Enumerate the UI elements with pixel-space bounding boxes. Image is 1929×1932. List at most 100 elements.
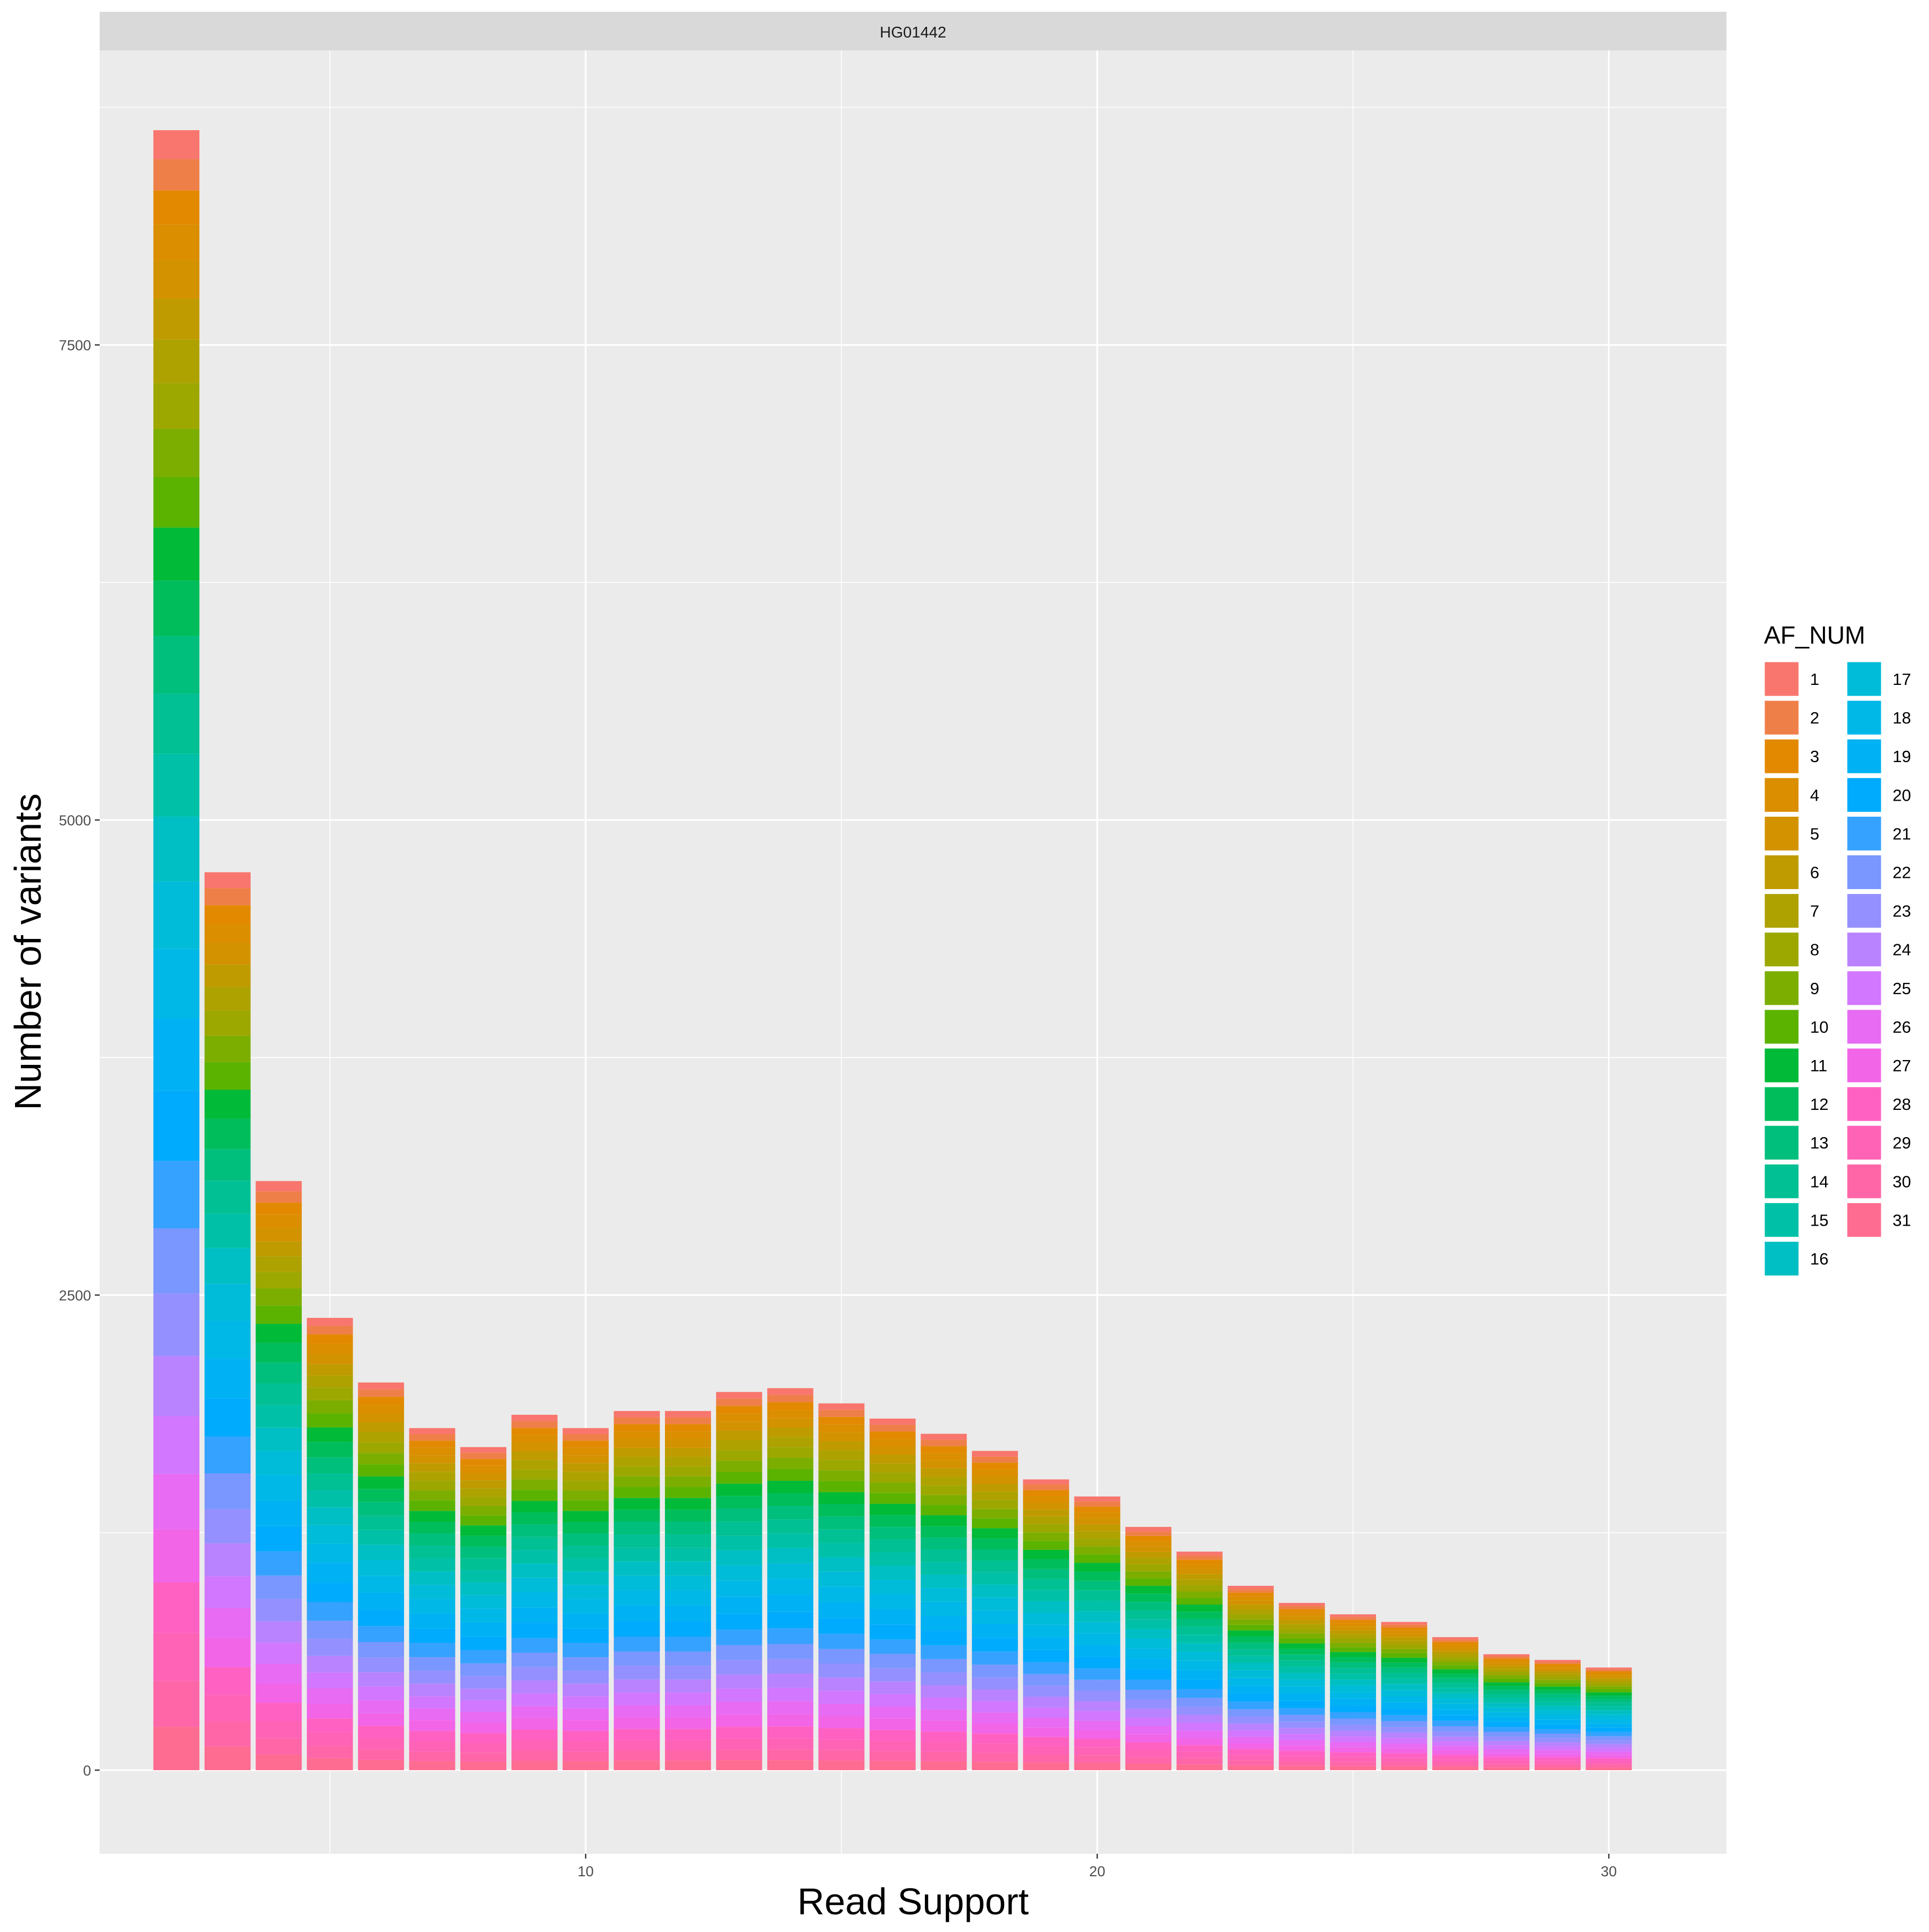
bar-segment-27-17	[1432, 1698, 1478, 1704]
bar-segment-28-18	[1483, 1712, 1530, 1717]
legend-item-25: 25	[1845, 969, 1911, 1007]
bar-segment-21-1	[1125, 1527, 1172, 1532]
bar-segment-2-7	[153, 339, 200, 383]
bar-segment-17-31	[921, 1761, 967, 1770]
bar-segment-25-31	[1330, 1766, 1377, 1770]
bar-segment-17-13	[921, 1537, 967, 1550]
bar-segment-11-12	[614, 1509, 660, 1522]
bar-segment-12-29	[664, 1740, 711, 1751]
bar-segment-14-24	[767, 1673, 813, 1688]
bar-segment-26-22	[1381, 1721, 1427, 1727]
bar-segment-24-1	[1278, 1602, 1325, 1606]
bar-segment-20-31	[1074, 1763, 1120, 1770]
bar-segment-22-19	[1176, 1670, 1223, 1680]
bar-segment-27-31	[1432, 1766, 1478, 1770]
bar-segment-27-25	[1432, 1741, 1478, 1747]
bar-segment-27-22	[1432, 1726, 1478, 1732]
bar-segment-30-22	[1586, 1736, 1632, 1741]
bar-segment-10-22	[563, 1657, 609, 1671]
bar-segment-14-6	[767, 1427, 813, 1437]
bar-segment-2-18	[153, 949, 200, 1019]
bar-segment-11-26	[614, 1705, 660, 1718]
bar-segment-8-26	[460, 1712, 506, 1723]
bar-stack-6	[358, 1382, 405, 1770]
legend-label: 1	[1810, 670, 1819, 689]
bar-segment-25-18	[1330, 1692, 1377, 1699]
legend-label: 31	[1893, 1211, 1911, 1229]
bar-segment-30-13	[1586, 1699, 1632, 1703]
bar-segment-11-8	[614, 1466, 660, 1476]
bar-segment-15-18	[818, 1586, 865, 1602]
bar-segment-9-9	[511, 1479, 558, 1490]
bar-segment-13-20	[716, 1613, 762, 1630]
bar-segment-30-25	[1586, 1748, 1632, 1752]
bar-segment-18-31	[971, 1762, 1018, 1770]
bar-segment-6-29	[358, 1737, 405, 1749]
bar-segment-15-15	[818, 1542, 865, 1557]
bar-segment-28-3	[1483, 1658, 1530, 1661]
bar-segment-22-26	[1176, 1730, 1223, 1739]
bar-segment-30-18	[1586, 1719, 1632, 1724]
bar-segment-11-2	[614, 1417, 660, 1424]
bar-segment-27-18	[1432, 1703, 1478, 1710]
bars	[153, 130, 1632, 1770]
bar-segment-9-22	[511, 1652, 558, 1667]
bar-segment-25-22	[1330, 1718, 1377, 1725]
legend-key	[1845, 660, 1883, 698]
bar-segment-8-19	[460, 1622, 506, 1637]
bar-segment-23-13	[1228, 1643, 1274, 1650]
bar-segment-15-10	[818, 1481, 865, 1493]
bar-segment-10-21	[563, 1643, 609, 1658]
bar-segment-10-31	[563, 1761, 609, 1770]
bar-segment-6-14	[358, 1516, 405, 1530]
bar-segment-8-4	[460, 1465, 506, 1473]
bar-segment-10-25	[563, 1696, 609, 1709]
bar-segment-29-31	[1534, 1767, 1581, 1770]
bar-segment-25-2	[1330, 1617, 1377, 1620]
bar-segment-22-5	[1176, 1569, 1223, 1575]
bar-segment-19-23	[1023, 1685, 1070, 1697]
bar-segment-25-4	[1330, 1623, 1377, 1627]
bar-segment-29-23	[1534, 1738, 1581, 1743]
bar-segment-16-4	[869, 1438, 916, 1447]
bar-segment-10-6	[563, 1463, 609, 1472]
bar-segment-13-26	[716, 1702, 762, 1715]
bar-segment-7-13	[409, 1533, 455, 1546]
bar-segment-29-4	[1534, 1666, 1581, 1669]
bar-segment-9-23	[511, 1667, 558, 1681]
bar-stack-24	[1278, 1602, 1325, 1770]
bar-segment-12-16	[664, 1561, 711, 1576]
bar-segment-21-11	[1125, 1586, 1172, 1594]
bar-segment-15-3	[818, 1416, 865, 1424]
bar-segment-4-27	[256, 1683, 302, 1703]
bar-segment-19-31	[1023, 1762, 1070, 1770]
bar-segment-14-29	[767, 1738, 813, 1750]
bar-segment-13-29	[716, 1738, 762, 1750]
bar-segment-22-13	[1176, 1618, 1223, 1627]
bar-segment-13-18	[716, 1580, 762, 1597]
bar-segment-28-11	[1483, 1682, 1530, 1687]
bar-segment-15-21	[818, 1633, 865, 1649]
bar-segment-6-2	[358, 1389, 405, 1397]
bar-segment-16-5	[869, 1446, 916, 1455]
bar-segment-13-14	[716, 1521, 762, 1536]
bar-segment-20-19	[1074, 1645, 1120, 1657]
bar-segment-30-26	[1586, 1751, 1632, 1755]
bar-segment-2-29	[153, 1632, 200, 1681]
bar-segment-11-18	[614, 1590, 660, 1606]
bar-segment-3-20	[204, 1398, 251, 1437]
bar-segment-17-23	[921, 1672, 967, 1685]
bar-segment-20-22	[1074, 1680, 1120, 1691]
bar-segment-13-30	[716, 1749, 762, 1761]
legend-label: 6	[1810, 863, 1819, 882]
bar-segment-19-13	[1023, 1569, 1070, 1579]
bar-segment-5-5	[306, 1353, 353, 1364]
bar-segment-29-24	[1534, 1742, 1581, 1747]
bar-segment-20-12	[1074, 1571, 1120, 1581]
bar-segment-4-18	[256, 1475, 302, 1501]
bar-segment-12-4	[664, 1431, 711, 1439]
bar-segment-26-21	[1381, 1715, 1427, 1721]
bar-segment-28-15	[1483, 1698, 1530, 1703]
bar-segment-18-21	[971, 1651, 1018, 1665]
bar-segment-6-16	[358, 1545, 405, 1561]
